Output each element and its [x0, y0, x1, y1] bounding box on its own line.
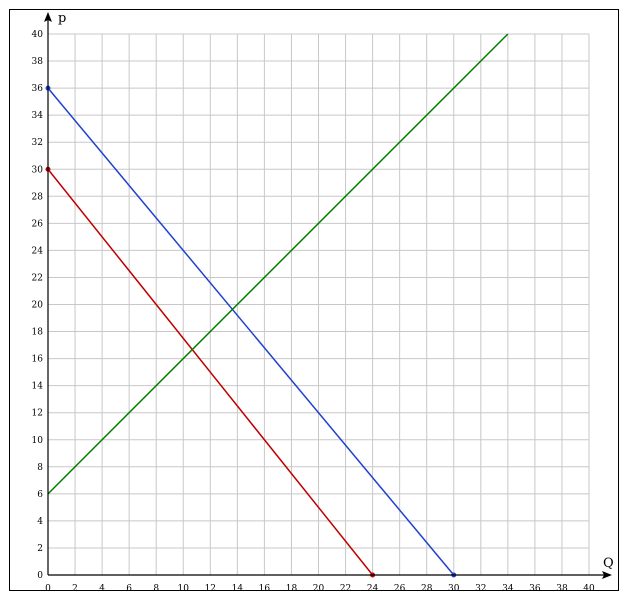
y-tick-label: 8	[37, 463, 43, 473]
x-tick-label: 34	[502, 584, 514, 594]
y-tick-label: 30	[32, 165, 44, 175]
x-tick-label: 24	[367, 584, 379, 594]
y-tick-label: 4	[37, 517, 43, 527]
x-axis-arrow-icon	[602, 571, 612, 579]
y-tick-label: 2	[37, 544, 43, 554]
x-tick-label: 38	[556, 584, 568, 594]
y-tick-label: 6	[37, 490, 43, 500]
y-tick-label: 0	[37, 571, 43, 581]
x-tick-label: 26	[394, 584, 406, 594]
x-tick-label: 28	[421, 584, 433, 594]
x-tick-label: 2	[72, 584, 78, 594]
y-tick-label: 26	[32, 219, 44, 229]
series-line-1	[47, 168, 374, 576]
y-tick-label: 18	[32, 328, 44, 338]
x-tick-label: 12	[205, 584, 216, 594]
x-tick-label: 22	[340, 584, 351, 594]
y-tick-label: 10	[32, 436, 44, 446]
series-line-0	[47, 87, 455, 576]
y-tick-label: 24	[32, 246, 44, 256]
y-tick-label: 34	[32, 111, 44, 121]
y-axis-label: p	[58, 11, 66, 26]
chart-border	[9, 9, 619, 591]
y-axis-arrow-icon	[44, 12, 52, 22]
y-tick-label: 16	[32, 355, 44, 365]
y-tick-label: 38	[32, 57, 44, 67]
x-tick-label: 14	[232, 584, 244, 594]
y-tick-label: 28	[32, 192, 44, 202]
x-tick-label: 18	[286, 584, 298, 594]
x-tick-label: 0	[45, 584, 51, 594]
y-tick-label: 12	[32, 409, 43, 419]
x-tick-label: 20	[313, 584, 325, 594]
y-tick-label: 32	[32, 138, 43, 148]
x-tick-label: 32	[475, 584, 486, 594]
y-tick-label: 22	[32, 273, 43, 283]
series-line-2	[47, 33, 509, 495]
x-tick-label: 8	[153, 584, 159, 594]
y-tick-label: 14	[32, 382, 44, 392]
x-tick-label: 36	[529, 584, 541, 594]
x-tick-label: 16	[259, 584, 271, 594]
x-tick-label: 40	[583, 584, 595, 594]
x-tick-label: 4	[99, 584, 105, 594]
x-tick-label: 6	[126, 584, 132, 594]
x-tick-label: 10	[178, 584, 190, 594]
y-tick-label: 36	[32, 84, 44, 94]
x-tick-label: 30	[448, 584, 460, 594]
y-tick-label: 20	[32, 301, 44, 311]
x-axis-label: Q	[603, 556, 614, 571]
y-tick-label: 40	[32, 30, 44, 40]
